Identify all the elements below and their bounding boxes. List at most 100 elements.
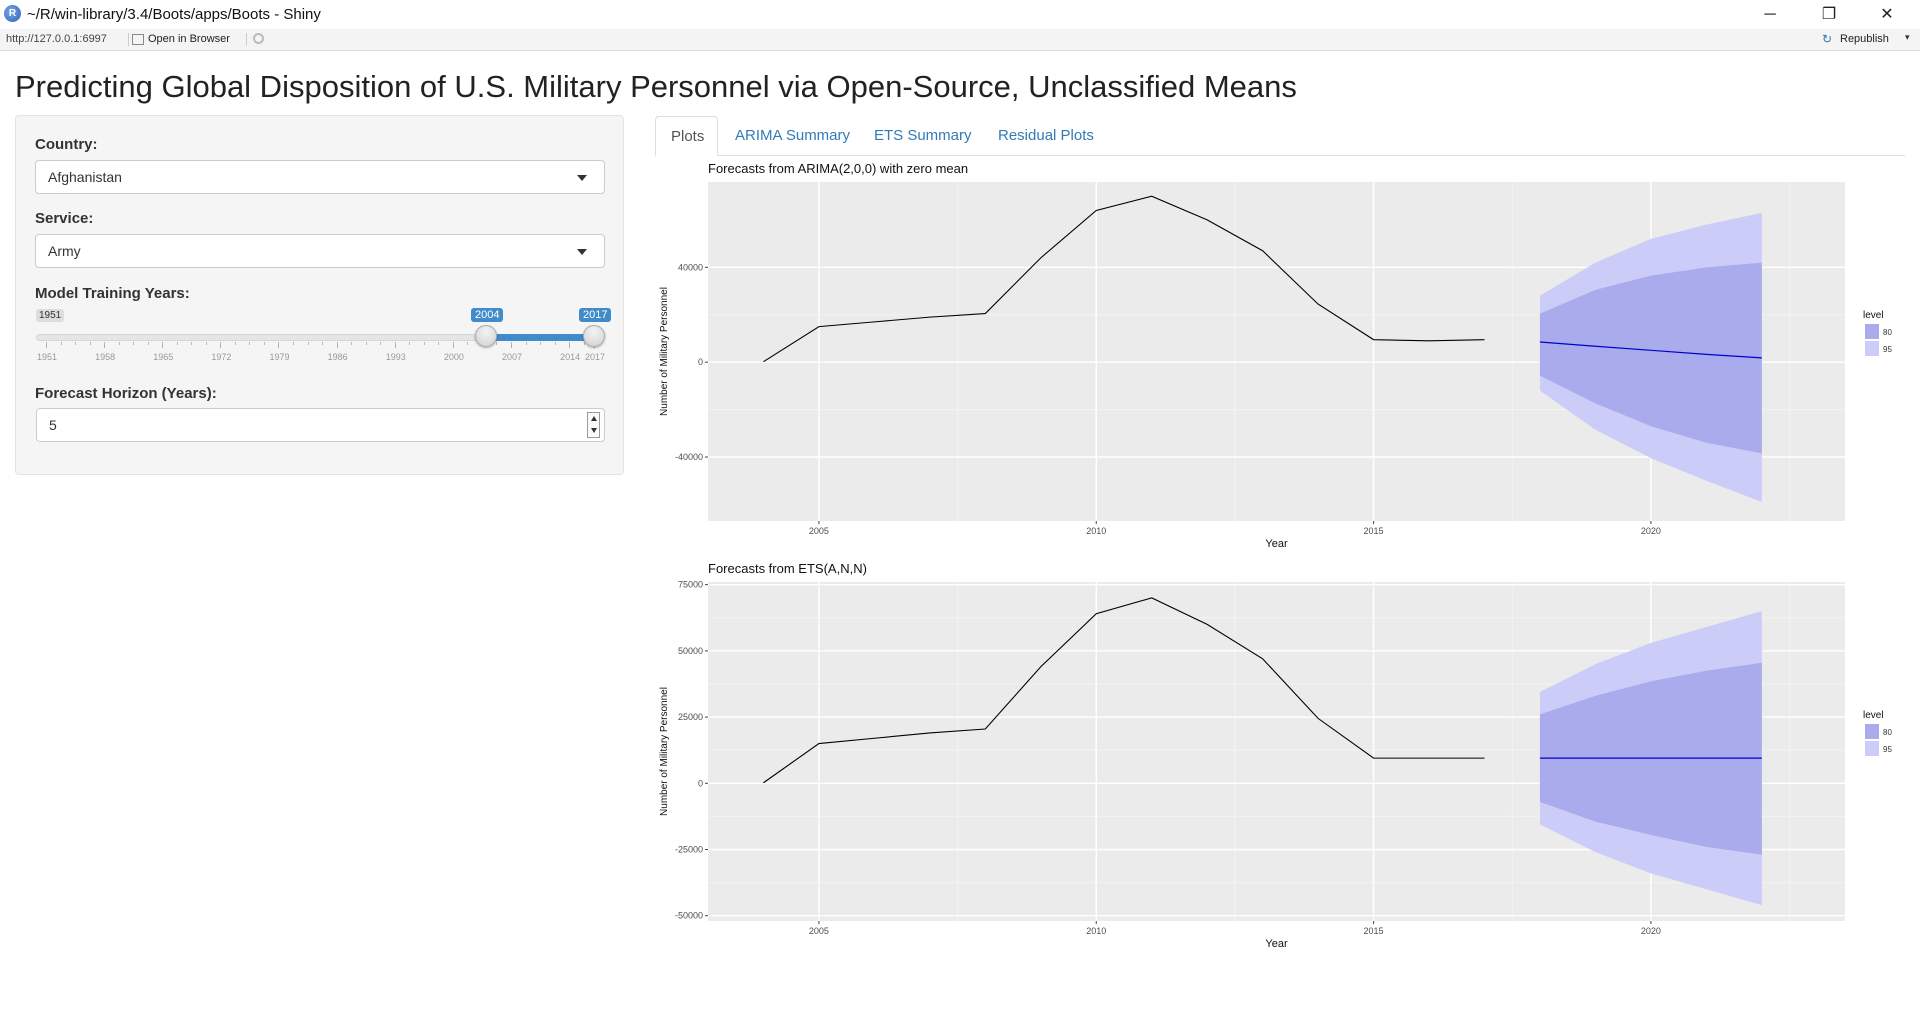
caret-down-icon [577,249,587,255]
x-tick-label: 2010 [1086,926,1106,936]
slider-minor-tick [205,342,207,345]
slider-tick-label: 1979 [269,352,290,362]
r-app-icon: R [4,5,21,22]
slider-minor-tick [365,342,367,345]
slider-minor-tick [394,342,396,345]
x-tick-label: 2015 [1364,926,1384,936]
slider-to-handle[interactable] [583,325,605,347]
slider-tick-label: 1965 [153,352,174,362]
close-icon[interactable]: ✕ [1880,6,1894,23]
x-tick-label: 2015 [1364,526,1384,536]
country-label: Country: [35,136,98,153]
restore-icon[interactable]: ❐ [1821,6,1837,23]
y-tick-label: 25000 [678,712,703,722]
x-axis-title: Year [1265,938,1288,950]
service-select[interactable]: Army [35,234,605,268]
toolbar-divider [246,33,247,46]
y-tick-label: 40000 [678,262,703,272]
x-tick-label: 2020 [1641,526,1661,536]
legend-title: level [1863,710,1884,721]
y-tick-label: -50000 [675,911,703,921]
horizon-value: 5 [49,417,57,433]
slider-minor-tick [554,342,556,345]
tab-residual-plots[interactable]: Residual Plots [998,127,1094,144]
slider-minor-tick [60,342,62,345]
x-tick-label: 2010 [1086,526,1106,536]
slider-selected-range[interactable] [486,334,593,341]
slider-tick-label: 1951 [37,352,58,362]
legend-key-80 [1865,324,1879,339]
slider-tick [510,342,512,348]
republish-button[interactable]: Republish [1840,33,1889,45]
slider-minor-tick [220,342,222,345]
slider-minor-tick [380,342,382,345]
caret-down-icon [577,175,587,181]
slider-tick-label: 1993 [385,352,406,362]
slider-tick [278,342,280,348]
slider-tick [452,342,454,348]
historical-series-line [763,597,1485,784]
refresh-icon[interactable] [253,33,264,44]
slider-tick-label: 1958 [95,352,116,362]
y-axis-title: Number of Military Personnel [659,687,670,816]
slider-minor-tick [278,342,280,345]
open-in-browser-button[interactable]: Open in Browser [148,33,230,45]
spinner[interactable] [587,412,600,438]
open-in-browser-icon[interactable] [132,34,144,45]
slider-minor-tick [234,342,236,345]
forecast-series-line [1539,341,1762,359]
legend-label-80: 80 [1883,328,1892,337]
y-axis-title: Number of Military Personnel [659,287,670,416]
slider-minor-tick [351,342,353,345]
slider-minor-tick [46,342,47,345]
horizon-input[interactable]: 5 [36,408,605,442]
country-value: Afghanistan [48,169,122,185]
slider-minor-tick [510,342,512,345]
toolbar-divider [128,33,129,46]
window-title: ~/R/win-library/3.4/Boots/apps/Boots - S… [27,6,321,23]
legend-title: level [1863,310,1884,321]
slider-from-handle[interactable] [475,325,497,347]
slider-minor-tick [191,342,193,345]
minimize-icon[interactable]: ─ [1764,6,1776,23]
chevron-down-icon[interactable]: ▾ [1905,32,1910,42]
page-title: Predicting Global Disposition of U.S. Mi… [15,69,1297,104]
arima-forecast-chart: Forecasts from ARIMA(2,0,0) with zero me… [659,161,1892,550]
slider-from-label: 2004 [471,308,504,322]
slider-minor-tick [525,342,527,345]
slider-tick [394,342,396,348]
y-tick-label: -25000 [675,844,703,854]
legend-label-95: 95 [1883,345,1892,354]
slider-minor-tick [423,342,425,345]
slider-tick-label: 2000 [443,352,464,362]
slider-minor-tick [75,342,77,345]
slider-tick [336,342,338,348]
slider-minor-tick [133,342,135,345]
tab-plots[interactable]: Plots [655,116,718,156]
historical-series-line [763,195,1485,363]
tab-ets-summary[interactable]: ETS Summary [874,127,972,144]
spin-up-icon[interactable] [591,416,597,421]
slider-tick-label: 1972 [211,352,232,362]
slider-tick [569,342,571,348]
spin-down-icon[interactable] [591,428,597,433]
y-tick-label: 75000 [678,580,703,590]
tab-arima-summary[interactable]: ARIMA Summary [735,127,851,144]
slider-minor-tick [336,342,338,345]
chart-title: Forecasts from ETS(A,N,N) [708,561,867,576]
slider-minor-tick [147,342,149,345]
country-select[interactable]: Afghanistan [35,160,605,194]
slider-tick-label: 2017 [585,352,606,362]
url-address[interactable]: http://127.0.0.1:6997 [6,33,107,45]
slider-tick-label: 2007 [501,352,522,362]
slider-minor-tick [293,342,294,345]
x-tick-label: 2020 [1641,926,1661,936]
slider-minor-tick [569,342,571,345]
republish-icon[interactable]: ↻ [1822,32,1833,46]
tabs-underline [655,155,1905,156]
slider-tick [162,342,164,348]
slider-minor-tick [162,342,164,345]
slider-minor-tick [249,342,251,345]
service-value: Army [48,243,81,259]
slider-minor-tick [263,342,265,345]
